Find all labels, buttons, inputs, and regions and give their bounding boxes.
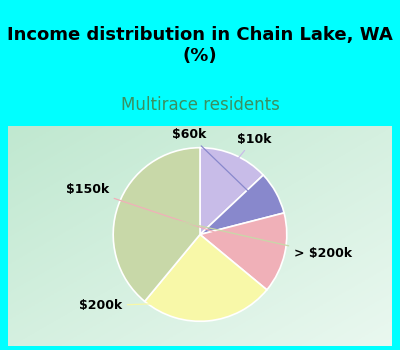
Text: Income distribution in Chain Lake, WA
(%): Income distribution in Chain Lake, WA (%… [7,26,393,65]
Text: > $200k: > $200k [139,212,352,260]
Text: $10k: $10k [229,133,271,170]
Wedge shape [200,148,263,234]
Text: $60k: $60k [172,128,257,200]
Wedge shape [200,175,284,234]
Text: $150k: $150k [66,183,264,248]
Text: $200k: $200k [78,299,204,312]
Wedge shape [145,234,267,321]
Wedge shape [200,213,287,290]
Text: Multirace residents: Multirace residents [120,96,280,114]
Wedge shape [113,148,200,301]
